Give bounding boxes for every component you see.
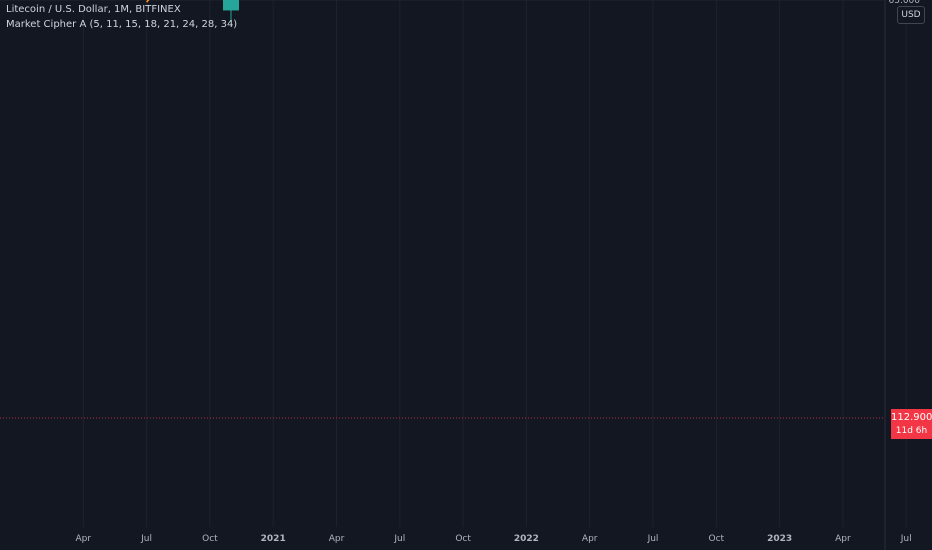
time-tick-label: Apr xyxy=(329,534,345,544)
candles xyxy=(223,0,239,22)
last-price-value: 112.900 xyxy=(891,412,932,423)
time-tick-label: Apr xyxy=(582,534,598,544)
time-tick-label: Jul xyxy=(647,534,659,544)
symbol-title[interactable]: Litecoin / U.S. Dollar, 1M, BITFINEX xyxy=(6,4,181,15)
time-tick-label: Oct xyxy=(455,534,471,544)
indicator-legend[interactable]: Market Cipher A (5, 11, 15, 18, 21, 24, … xyxy=(6,19,238,30)
time-tick-label: Jul xyxy=(900,534,912,544)
time-tick-label: Jul xyxy=(140,534,152,544)
last-price-tag: 112.900 11d 6h xyxy=(891,409,932,439)
grid-lines xyxy=(0,0,907,527)
candle-countdown: 11d 6h xyxy=(895,426,928,436)
time-tick-label: Oct xyxy=(709,534,725,544)
time-tick-label: Apr xyxy=(835,534,851,544)
time-tick-label: Apr xyxy=(76,534,92,544)
currency-button[interactable]: USD xyxy=(897,6,925,24)
candle-body xyxy=(223,0,239,11)
time-axis[interactable]: Apr Jul Oct 2021 Apr Jul Oct 2022 Apr Jul Oct 2023 A… xyxy=(76,534,912,544)
price-tick-label: 65.000 xyxy=(889,0,921,6)
time-tick-label: 2021 xyxy=(261,534,286,544)
time-tick-label: 2023 xyxy=(767,534,792,544)
time-tick-label: Jul xyxy=(393,534,405,544)
time-tick-label: Oct xyxy=(202,534,218,544)
price-axis[interactable]: 1000.000850.000700.000580.000500.000425.… xyxy=(877,0,920,550)
time-tick-label: 2022 xyxy=(514,534,539,544)
